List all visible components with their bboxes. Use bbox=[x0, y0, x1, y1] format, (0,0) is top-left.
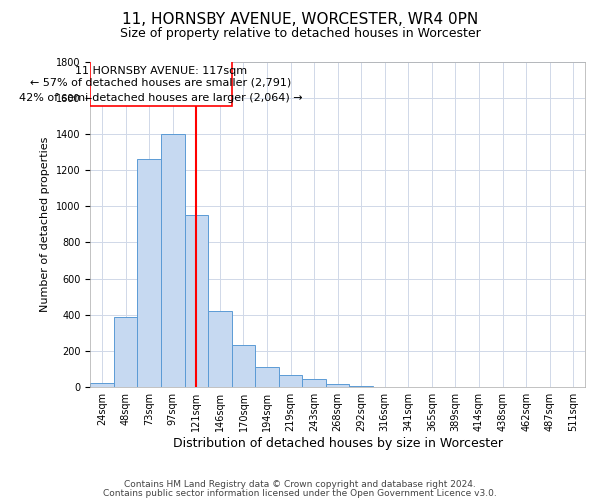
Bar bbox=[91, 382, 114, 387]
Bar bbox=[91, 62, 232, 106]
Y-axis label: Number of detached properties: Number of detached properties bbox=[40, 136, 50, 312]
Bar bbox=[302, 378, 326, 387]
Bar bbox=[326, 384, 349, 387]
Text: ← 57% of detached houses are smaller (2,791): ← 57% of detached houses are smaller (2,… bbox=[31, 78, 292, 88]
Bar bbox=[279, 376, 302, 387]
Text: 11 HORNSBY AVENUE: 117sqm: 11 HORNSBY AVENUE: 117sqm bbox=[75, 66, 247, 76]
Bar bbox=[161, 134, 185, 387]
Text: 42% of semi-detached houses are larger (2,064) →: 42% of semi-detached houses are larger (… bbox=[19, 92, 303, 102]
Bar bbox=[185, 216, 208, 387]
Text: Contains public sector information licensed under the Open Government Licence v3: Contains public sector information licen… bbox=[103, 488, 497, 498]
Bar bbox=[255, 368, 279, 387]
X-axis label: Distribution of detached houses by size in Worcester: Distribution of detached houses by size … bbox=[173, 437, 503, 450]
Bar bbox=[232, 344, 255, 387]
Bar bbox=[208, 311, 232, 387]
Bar bbox=[137, 159, 161, 387]
Bar bbox=[349, 386, 373, 387]
Text: 11, HORNSBY AVENUE, WORCESTER, WR4 0PN: 11, HORNSBY AVENUE, WORCESTER, WR4 0PN bbox=[122, 12, 478, 28]
Text: Size of property relative to detached houses in Worcester: Size of property relative to detached ho… bbox=[119, 28, 481, 40]
Bar bbox=[114, 316, 137, 387]
Text: Contains HM Land Registry data © Crown copyright and database right 2024.: Contains HM Land Registry data © Crown c… bbox=[124, 480, 476, 489]
